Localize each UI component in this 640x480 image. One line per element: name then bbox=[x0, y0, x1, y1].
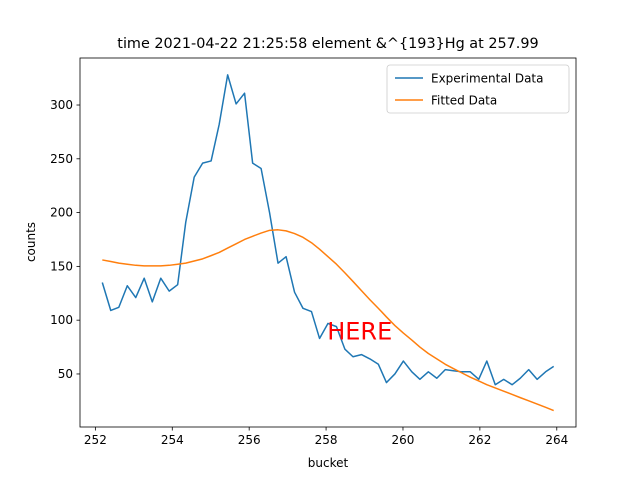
x-tick-label: 260 bbox=[392, 433, 415, 447]
legend-label: Fitted Data bbox=[431, 94, 497, 108]
legend-label: Experimental Data bbox=[431, 72, 544, 86]
series-line bbox=[101, 74, 555, 386]
y-tick-label: 250 bbox=[50, 152, 73, 166]
y-tick-label: 200 bbox=[50, 206, 73, 220]
y-tick-label: 300 bbox=[50, 98, 73, 112]
x-tick-label: 258 bbox=[315, 433, 338, 447]
x-tick-label: 256 bbox=[238, 433, 261, 447]
axes-frame bbox=[79, 57, 577, 428]
x-tick-label: 252 bbox=[84, 433, 107, 447]
x-tick-label: 254 bbox=[161, 433, 184, 447]
x-tick-label: 264 bbox=[545, 433, 568, 447]
y-axis-label: counts bbox=[24, 222, 38, 262]
y-tick-label: 50 bbox=[58, 367, 73, 381]
x-axis-label: bucket bbox=[308, 456, 349, 470]
chart-title: time 2021-04-22 21:25:58 element &^{193}… bbox=[117, 36, 538, 52]
x-tick-label: 262 bbox=[468, 433, 491, 447]
annotation: HERE bbox=[327, 318, 392, 346]
y-tick-label: 150 bbox=[50, 259, 73, 273]
y-tick-label: 100 bbox=[50, 313, 73, 327]
legend-box bbox=[386, 64, 570, 114]
series-line bbox=[102, 229, 554, 412]
